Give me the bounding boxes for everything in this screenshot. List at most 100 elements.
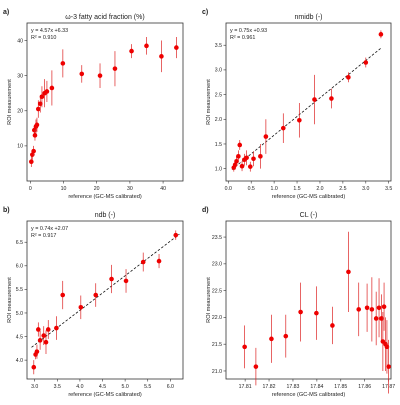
x-tick-label: 4.0 (76, 384, 83, 390)
data-point (49, 85, 55, 91)
data-point (37, 101, 43, 107)
x-tick-label: 6.0 (167, 384, 174, 390)
panel-label: a) (3, 9, 9, 16)
panel-title: ndb (-) (95, 212, 116, 219)
y-tick-label: 3.5 (215, 43, 222, 49)
y-tick-label: 2.0 (215, 117, 222, 123)
x-tick-label: 17.83 (286, 384, 299, 390)
y-tick-label: 22.0 (212, 315, 222, 321)
data-point (283, 333, 289, 339)
panel-label: b) (3, 207, 10, 214)
data-point (298, 309, 303, 315)
data-point (34, 122, 40, 128)
y-tick-label: 22.5 (212, 288, 222, 294)
x-axis-label: reference (GC-MS calibrated) (68, 194, 142, 200)
y-tick-label: 40 (17, 38, 23, 44)
data-point (174, 45, 179, 50)
data-point (314, 310, 319, 316)
x-axis-label: reference (GC-MS calibrated) (272, 194, 346, 200)
y-tick-label: 21.0 (212, 369, 222, 375)
fit-annotation: y = 0.74x +2.07 (31, 226, 68, 232)
data-point (244, 155, 249, 161)
data-point (386, 364, 391, 369)
x-tick-label: 0.5 (248, 186, 255, 192)
x-tick-label: 17.82 (263, 384, 276, 390)
data-point (173, 232, 179, 238)
y-tick-label: 20 (17, 109, 23, 115)
x-tick-label: 17.86 (358, 384, 371, 390)
y-tick-label: 5.0 (16, 311, 23, 317)
panel-1: c) nmidb (-) 0.0 0.5 1.0 1.5 2.0 2.5 3.0 3.5 1.0 1.… (202, 9, 392, 200)
plot-frame (26, 22, 184, 182)
x-tick-label: 17.81 (239, 384, 252, 390)
data-point (363, 60, 369, 65)
data-point (31, 364, 37, 370)
data-point (253, 364, 259, 369)
data-point (356, 307, 362, 312)
y-tick-label: 23.5 (212, 235, 222, 241)
data-point (44, 89, 50, 94)
data-point (45, 327, 51, 332)
x-tick-label: 0.0 (225, 186, 232, 192)
data-point (31, 148, 36, 154)
data-point (60, 292, 66, 298)
data-point (93, 292, 99, 298)
x-tick-label: 1.5 (293, 186, 300, 192)
data-point (159, 54, 164, 59)
x-tick-label: 17.84 (310, 384, 323, 390)
data-point (29, 159, 34, 164)
panel-2: b) ndb (-) 3.0 3.5 4.0 4.5 5.0 5.5 6.0 4.0 4.5 5.0 5… (3, 207, 184, 398)
fit-annotation: R² = 0.961 (230, 35, 255, 41)
plot-frame (225, 22, 392, 182)
data-point (384, 344, 390, 350)
data-point (144, 43, 149, 49)
panel-title: ω-3 fatty acid fraction (%) (65, 14, 144, 21)
data-point (236, 154, 241, 159)
data-point (369, 307, 375, 312)
fit-annotation: y = 0.75x +0.93 (230, 28, 267, 34)
x-tick-label: 3.0 (31, 384, 38, 390)
x-tick-label: 40 (160, 186, 166, 192)
data-point (39, 94, 45, 100)
x-tick-label: 0 (29, 186, 32, 192)
data-point (234, 158, 239, 164)
data-point (364, 305, 370, 311)
data-point (79, 71, 85, 77)
y-tick-label: 6.0 (16, 264, 23, 270)
data-point (140, 259, 146, 265)
x-tick-label: 17.85 (334, 384, 347, 390)
data-point (237, 142, 243, 148)
fit-line (231, 47, 383, 170)
x-tick-label: 10 (61, 186, 67, 192)
y-tick-label: 3.0 (215, 68, 222, 74)
panel-label: c) (202, 9, 208, 16)
data-point (381, 304, 387, 309)
y-tick-label: 23.0 (212, 262, 222, 268)
x-tick-label: 2.5 (339, 186, 346, 192)
data-point (263, 134, 269, 139)
data-point (54, 325, 59, 331)
fit-annotation: R² = 0.910 (31, 35, 56, 41)
data-point (373, 316, 379, 321)
y-axis-label: ROI measurement (206, 79, 212, 125)
data-point (36, 327, 41, 332)
data-point (97, 73, 103, 78)
x-tick-label: 2.0 (316, 186, 323, 192)
data-point (280, 125, 286, 131)
y-tick-label: 4.5 (16, 334, 23, 340)
panel-3: d)CL (-)17.81 17.82 17.83 17.84 17.85 17.86 17… (202, 207, 395, 398)
data-point (78, 305, 84, 310)
x-tick-label: 5.5 (144, 384, 151, 390)
x-tick-label: 3.5 (54, 384, 61, 390)
data-point (129, 48, 134, 54)
data-point (32, 127, 37, 133)
data-point (247, 164, 253, 169)
y-tick-label: 21.5 (212, 342, 222, 348)
data-point (35, 106, 41, 112)
x-axis-label: reference (GC-MS calibrated) (272, 392, 346, 398)
data-point (242, 344, 247, 350)
plot-frame (26, 220, 184, 380)
y-axis-label: ROI measurement (7, 277, 13, 323)
